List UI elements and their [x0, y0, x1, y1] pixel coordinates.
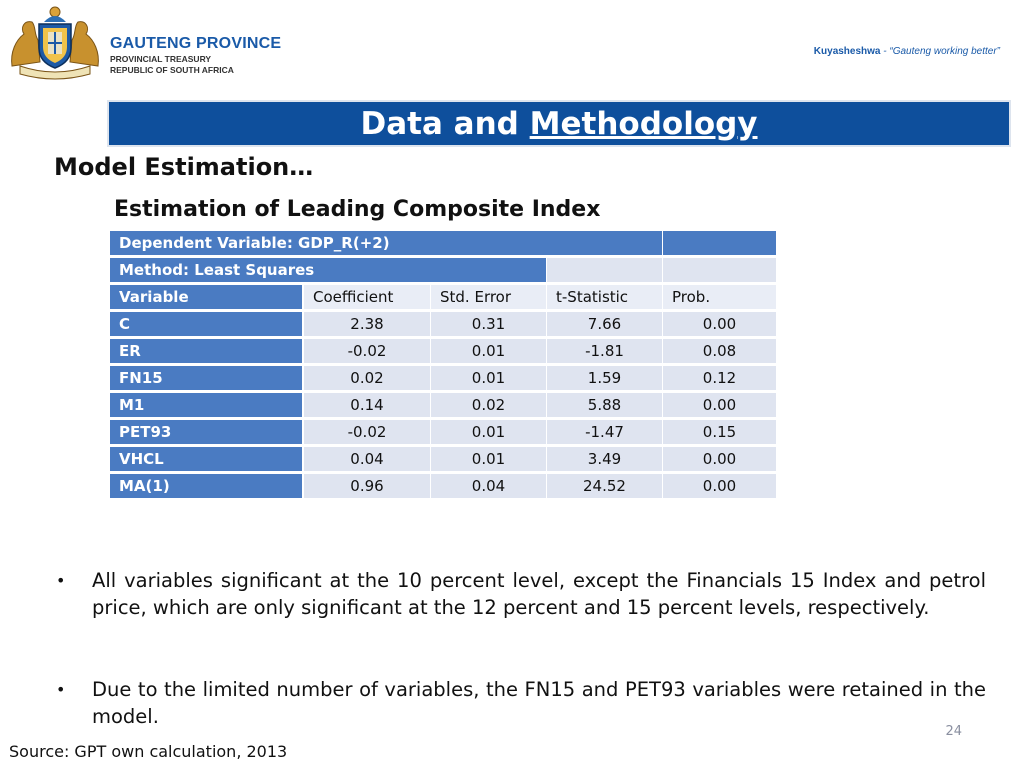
column-header: Coefficient	[304, 285, 430, 309]
std-error-cell: 0.02	[431, 393, 546, 417]
coefficient-cell: -0.02	[304, 339, 430, 363]
variable-cell: C	[110, 312, 302, 336]
t-statistic-cell: -1.81	[547, 339, 662, 363]
std-error-cell: 0.01	[431, 420, 546, 444]
std-error-cell: 0.01	[431, 339, 546, 363]
slide-title: Data and Methodology	[107, 106, 1011, 142]
org-subtitle-treasury: PROVINCIAL TREASURY	[110, 54, 212, 64]
table-blank-cell	[663, 258, 776, 282]
column-header: Variable	[110, 285, 302, 309]
prob-cell: 0.00	[663, 312, 776, 336]
std-error-cell: 0.01	[431, 366, 546, 390]
prob-cell: 0.00	[663, 474, 776, 498]
t-statistic-cell: 5.88	[547, 393, 662, 417]
prob-cell: 0.08	[663, 339, 776, 363]
std-error-cell: 0.01	[431, 447, 546, 471]
variable-cell: PET93	[110, 420, 302, 444]
t-statistic-cell: -1.47	[547, 420, 662, 444]
column-header: t-Statistic	[547, 285, 662, 309]
t-statistic-cell: 24.52	[547, 474, 662, 498]
table-caption: Estimation of Leading Composite Index	[114, 197, 601, 222]
prob-cell: 0.15	[663, 420, 776, 444]
bullet-dot-icon: •	[56, 571, 66, 590]
org-name: GAUTENG PROVINCE	[110, 35, 282, 52]
bullet-item: • All variables significant at the 10 pe…	[56, 567, 986, 621]
variable-cell: ER	[110, 339, 302, 363]
method-cell: Method: Least Squares	[110, 258, 546, 282]
table-blank-cell	[547, 258, 662, 282]
std-error-cell: 0.31	[431, 312, 546, 336]
slide-title-part1: Data and	[360, 106, 530, 142]
section-heading: Model Estimation…	[54, 153, 314, 181]
t-statistic-cell: 3.49	[547, 447, 662, 471]
dependent-variable-cell: Dependent Variable: GDP_R(+2)	[110, 231, 662, 255]
bullet-text: All variables significant at the 10 perc…	[92, 569, 986, 619]
coefficient-cell: 0.96	[304, 474, 430, 498]
bullet-item: • Due to the limited number of variables…	[56, 676, 986, 730]
coefficient-cell: 0.04	[304, 447, 430, 471]
column-header: Std. Error	[431, 285, 546, 309]
source-note: Source: GPT own calculation, 2013	[9, 742, 288, 761]
tagline-quote: - “Gauteng working better”	[880, 46, 1000, 57]
prob-cell: 0.00	[663, 447, 776, 471]
std-error-cell: 0.04	[431, 474, 546, 498]
org-subtitle-country: REPUBLIC OF SOUTH AFRICA	[110, 65, 234, 75]
variable-cell: MA(1)	[110, 474, 302, 498]
title-banner: Data and Methodology	[107, 100, 1011, 147]
variable-cell: FN15	[110, 366, 302, 390]
t-statistic-cell: 1.59	[547, 366, 662, 390]
tagline-brand: Kuyasheshwa	[813, 46, 881, 57]
prob-cell: 0.00	[663, 393, 776, 417]
coefficient-cell: 0.02	[304, 366, 430, 390]
coefficient-cell: 2.38	[304, 312, 430, 336]
slide-title-part2: Methodology	[529, 106, 758, 142]
coat-of-arms-logo	[6, 4, 104, 80]
variable-cell: M1	[110, 393, 302, 417]
t-statistic-cell: 7.66	[547, 312, 662, 336]
column-header: Prob.	[663, 285, 776, 309]
page-number: 24	[945, 724, 962, 739]
coefficient-cell: 0.14	[304, 393, 430, 417]
bullet-dot-icon: •	[56, 680, 66, 699]
table-blank-cell	[663, 231, 776, 255]
bullet-text: Due to the limited number of variables, …	[92, 678, 986, 728]
coefficient-cell: -0.02	[304, 420, 430, 444]
prob-cell: 0.12	[663, 366, 776, 390]
variable-cell: VHCL	[110, 447, 302, 471]
tagline: Kuyasheshwa - “Gauteng working better”	[814, 46, 1000, 57]
